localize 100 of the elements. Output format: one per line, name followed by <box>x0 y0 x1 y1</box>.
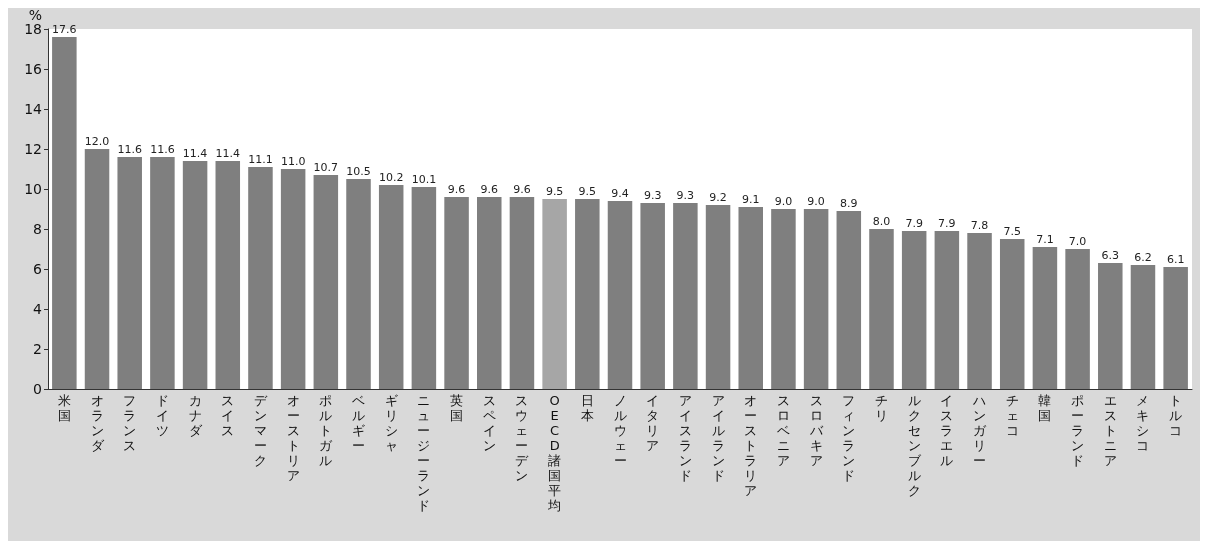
y-tick-label: 0 <box>33 381 42 397</box>
data-label: 10.2 <box>378 170 404 184</box>
data-label: 11.0 <box>280 154 306 168</box>
x-tick-label: アイスランド <box>678 393 692 483</box>
x-tick-label: イスラエル <box>940 393 954 468</box>
bar <box>575 198 600 389</box>
data-label: 10.7 <box>313 160 339 174</box>
bar <box>411 186 437 389</box>
data-label: 7.5 <box>1003 224 1021 238</box>
x-tick-label: ベルギー <box>352 393 366 453</box>
bar <box>509 196 535 389</box>
data-label: 11.1 <box>248 152 273 166</box>
x-tick-label: 日本 <box>580 393 594 423</box>
data-label: 11.6 <box>150 142 175 156</box>
y-tick-label: 14 <box>24 100 43 117</box>
data-label: 11.6 <box>117 142 142 156</box>
bar <box>901 230 927 389</box>
x-tick-label: デンマーク <box>253 393 268 468</box>
x-tick-label: フィンランド <box>842 393 856 483</box>
bar <box>84 148 110 389</box>
bar <box>803 208 829 389</box>
bar <box>1065 248 1090 389</box>
data-label: 9.3 <box>676 188 695 202</box>
x-tick-label: メキシコ <box>1136 393 1150 453</box>
bar <box>640 202 665 389</box>
x-tick-label: スウェーデン <box>515 393 530 483</box>
data-label: 9.1 <box>741 192 760 206</box>
x-tick-label: スロバキア <box>808 393 824 468</box>
x-tick-label: フランス <box>123 393 137 453</box>
data-label: 9.5 <box>578 184 597 198</box>
y-tick-label: 10 <box>24 180 42 197</box>
bar <box>1098 262 1123 389</box>
bar <box>1032 246 1058 389</box>
data-label: 10.5 <box>346 164 371 178</box>
data-label: 9.6 <box>513 182 531 196</box>
data-label: 9.2 <box>709 190 727 204</box>
x-tick-label: チリ <box>874 393 888 423</box>
data-label: 12.0 <box>84 134 110 148</box>
data-label: 7.8 <box>970 218 989 232</box>
bar <box>346 178 371 389</box>
x-tick-label: トルコ <box>1169 393 1183 438</box>
bar <box>869 228 894 389</box>
data-label: 8.9 <box>840 196 858 210</box>
data-label: 9.4 <box>611 186 629 200</box>
bar <box>1130 264 1156 389</box>
x-tick-label: ノルウェー <box>613 393 627 468</box>
data-label: 8.0 <box>872 214 891 228</box>
x-tick-label: ドイツ <box>155 393 169 438</box>
bar <box>771 208 796 389</box>
bar <box>607 200 633 389</box>
data-label: 11.4 <box>182 146 208 160</box>
bar <box>182 160 208 389</box>
data-label: 7.9 <box>938 216 956 230</box>
x-tick-label: 英国 <box>450 393 464 423</box>
bar <box>542 198 567 389</box>
x-tick-label: ニュージーランド <box>417 393 431 513</box>
bar <box>999 238 1025 389</box>
y-axis-title: % <box>28 7 42 23</box>
x-tick-label: ハンガリー <box>972 393 988 468</box>
data-label: 11.4 <box>215 146 241 160</box>
y-tick-label: 6 <box>33 260 43 277</box>
x-tick-label: ポーランド <box>1071 393 1085 468</box>
bar <box>444 196 469 389</box>
data-label: 9.6 <box>480 182 499 196</box>
x-tick-label: チェコ <box>1005 393 1019 438</box>
x-tick-label: オーストラリア <box>744 393 758 498</box>
x-tick-label: 韓国 <box>1038 393 1052 423</box>
x-tick-label: カナダ <box>188 393 203 438</box>
bar <box>150 156 175 389</box>
bar <box>738 206 763 389</box>
bar <box>705 204 731 389</box>
bar <box>967 232 992 389</box>
bar <box>378 184 404 389</box>
data-label: 9.0 <box>774 194 793 208</box>
y-tick-label: 2 <box>33 340 42 357</box>
data-label: 9.5 <box>545 184 564 198</box>
data-label: 7.9 <box>905 216 923 230</box>
y-tick-label: 4 <box>33 300 43 317</box>
bar <box>477 196 502 389</box>
x-tick-label: イタリア <box>646 393 660 453</box>
x-tick-label: OECD諸国平均 <box>547 393 562 513</box>
x-tick-label: エストニア <box>1103 393 1117 468</box>
data-label: 6.3 <box>1101 248 1120 262</box>
bar <box>313 174 339 389</box>
bar <box>934 230 960 389</box>
x-tick-label: オーストリア <box>286 393 300 483</box>
data-label: 7.1 <box>1036 232 1054 246</box>
bar <box>52 36 77 389</box>
data-label: 6.2 <box>1134 250 1152 264</box>
y-tick-label: 18 <box>24 20 42 37</box>
bar <box>248 166 273 389</box>
data-label: 9.3 <box>643 188 662 202</box>
x-tick-label: スペイン <box>482 393 496 453</box>
x-tick-label: 米国 <box>57 393 71 423</box>
y-tick-label: 8 <box>33 220 42 237</box>
x-tick-label: アイルランド <box>711 393 725 483</box>
y-tick-label: 12 <box>24 140 42 157</box>
data-label: 6.1 <box>1166 252 1185 266</box>
data-label: 10.1 <box>411 172 437 186</box>
bar <box>836 210 862 389</box>
